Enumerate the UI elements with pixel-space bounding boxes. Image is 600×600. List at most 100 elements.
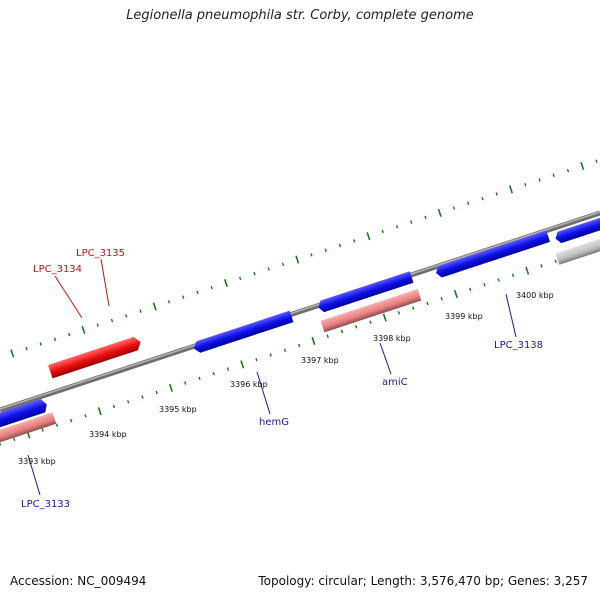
connector-lpc3134 [54,275,83,319]
tick-label-3398: 3398 kbp [373,334,411,343]
gene-label-lpc3138: LPC_3138 [494,340,543,351]
minor-tick [212,371,215,376]
minor-tick [310,253,313,257]
tick-label-3397: 3397 kbp [301,356,339,365]
minor-tick [426,301,429,306]
minor-tick [469,287,472,292]
minor-tick [440,296,443,301]
tick-labels: 3393 kbp 3394 kbp 3395 kbp 3396 kbp 3397… [18,291,554,466]
minor-tick [324,248,327,253]
tick-label-3393: 3393 kbp [18,457,56,466]
major-tick [311,336,316,345]
topology-label: Topology: circular [258,574,363,588]
minor-tick [281,262,285,267]
minor-tick [25,346,28,351]
minor-tick [397,311,401,315]
minor-tick [68,332,71,337]
minor-tick [395,225,399,229]
gene-amic-forward-arrow[interactable] [317,271,414,313]
major-tick [382,313,387,322]
minor-tick [139,309,142,313]
minor-tick [412,306,415,310]
major-tick [97,407,102,416]
major-tick [453,290,458,299]
gene-label-lpc3133: LPC_3133 [21,499,70,510]
major-tick [10,349,15,358]
minor-tick [96,323,99,327]
minor-tick [239,276,242,281]
minor-tick [554,259,557,264]
minor-tick [125,314,128,318]
minor-tick [524,182,527,187]
minor-tick [595,159,598,163]
connector-lpc3135 [100,258,110,307]
minor-tick [552,173,555,178]
minor-tick [70,418,73,423]
minor-tick [369,320,372,324]
genes-count-label: Genes: 3,257 [507,574,588,588]
minor-tick [182,295,185,299]
gene-lpc3134-arrow[interactable] [48,335,143,379]
gene-right-other-arrow[interactable] [555,233,600,265]
minor-tick [55,423,59,428]
gene-lpc3138-arrow[interactable] [434,230,551,278]
gene-label-lpc3134: LPC_3134 [33,264,82,275]
major-tick [81,325,86,334]
minor-tick [340,329,344,334]
minor-tick [326,334,329,339]
minor-tick [41,428,44,432]
gene-hemg-arrow[interactable] [192,310,294,355]
genome-stats: Topology: circular; Length: 3,576,470 bp… [258,574,588,588]
tick-label-3394: 3394 kbp [89,430,127,439]
minor-tick [84,414,87,418]
gene-right-forward-arrow[interactable] [554,212,600,244]
minor-tick [226,367,230,371]
minor-tick [355,325,358,329]
major-tick [168,383,173,392]
gene-label-amic: amiC [382,377,408,388]
minor-tick [495,192,498,196]
minor-tick [253,271,256,276]
minor-tick [481,196,484,201]
gene-label-hemg: hemG [259,417,289,428]
tick-label-3396: 3396 kbp [230,380,268,389]
length-label: Length: 3,576,470 bp [370,574,500,588]
minor-tick [13,437,16,442]
minor-tick [184,381,187,385]
minor-tick [511,273,515,278]
gene-lpc3133-arrow[interactable] [0,398,49,436]
minor-tick [566,168,570,173]
minor-tick [127,400,130,404]
accession-label: Accession: NC_009494 [10,574,147,588]
major-tick [223,278,228,288]
minor-tick [198,376,201,381]
minor-tick [269,353,272,357]
minor-tick [381,229,384,234]
connector-amic [379,342,392,375]
minor-tick [155,390,158,395]
minor-tick [338,243,342,248]
major-tick [295,255,300,264]
label-connectors [27,258,517,496]
gene-label-lpc3135: LPC_3135 [76,248,125,259]
minor-tick [39,342,42,346]
major-tick [437,208,442,217]
major-tick [580,161,585,170]
minor-tick [483,282,486,287]
minor-tick [497,278,500,282]
gene-labels: LPC_3133 LPC_3134 LPC_3135 hemG amiC LPC… [21,248,543,510]
connector-lpc3133 [27,454,41,496]
minor-tick [110,318,114,323]
minor-tick [538,178,541,182]
tick-label-3400: 3400 kbp [516,291,554,300]
major-tick [152,302,157,311]
minor-tick [53,337,57,342]
gene-amic-arrow[interactable] [320,289,422,333]
minor-tick [112,404,116,409]
minor-tick [283,348,287,353]
major-tick [240,360,245,369]
minor-tick [353,239,356,243]
gene-lpc3133-reverse-arrow[interactable] [0,412,57,451]
page-title: Legionella pneumophila str. Corby, compl… [126,8,474,23]
